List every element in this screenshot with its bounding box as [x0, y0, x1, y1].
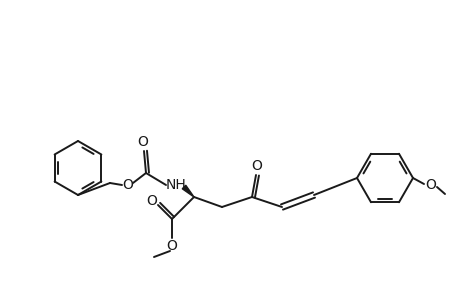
- Text: O: O: [425, 178, 436, 192]
- Text: O: O: [166, 239, 177, 253]
- Text: O: O: [146, 194, 157, 208]
- Text: O: O: [137, 135, 148, 149]
- Text: NH: NH: [165, 178, 186, 192]
- Polygon shape: [182, 185, 194, 197]
- Text: O: O: [122, 178, 133, 192]
- Text: O: O: [251, 159, 262, 173]
